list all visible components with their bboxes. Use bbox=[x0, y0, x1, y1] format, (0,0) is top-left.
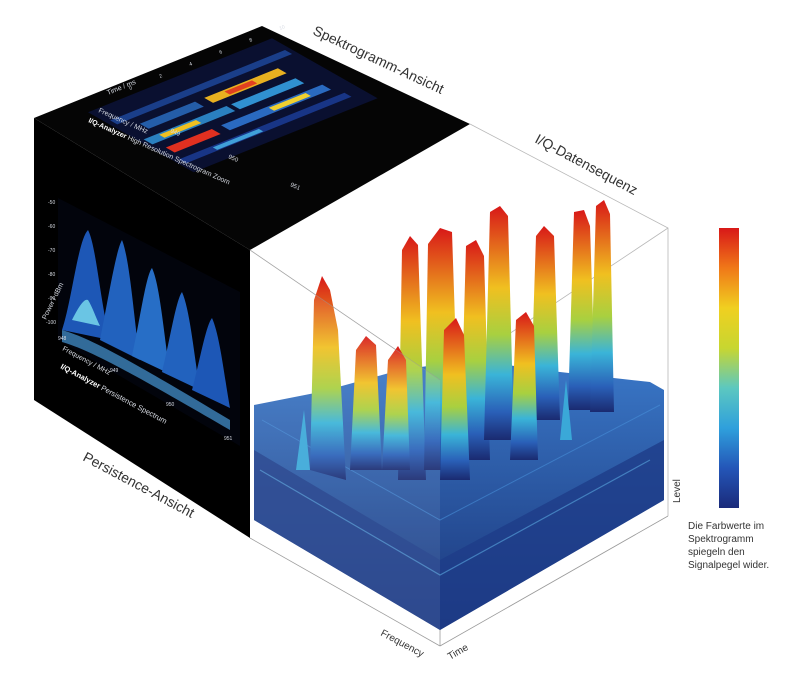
label-iq-sequence: I/Q-Datensequenz bbox=[533, 131, 641, 198]
spectrogram-x-tick: 950 bbox=[227, 154, 239, 164]
persistence-y-tick: -100 bbox=[46, 320, 56, 326]
axis-label-time: Time bbox=[446, 642, 471, 663]
persistence-y-tick: -80 bbox=[48, 272, 55, 278]
spectrogram-y-tick: 2 bbox=[159, 73, 164, 80]
spectrogram-x-tick: 951 bbox=[289, 182, 301, 192]
colorbar-caption: Die Farbwerte im Spektrogramm spiegeln d… bbox=[688, 520, 806, 572]
persistence-y-tick: -50 bbox=[48, 200, 55, 206]
level-colorbar bbox=[719, 228, 739, 508]
spectrogram-y-tick: 10 bbox=[279, 24, 287, 32]
persistence-x-tick: 949 bbox=[110, 368, 119, 374]
spectrogram-y-ticks: 0 2 4 6 8 10 bbox=[129, 24, 287, 92]
spectrogram-y-tick: 4 bbox=[189, 61, 194, 68]
persistence-x-tick: 950 bbox=[166, 402, 175, 408]
persistence-y-tick: -60 bbox=[48, 224, 55, 230]
axis-label-level: Level bbox=[672, 479, 683, 503]
persistence-face: Power / dBm Frequency / MHz I/Q-Analyzer… bbox=[34, 118, 250, 538]
spectrogram-y-tick: 0 bbox=[129, 85, 134, 92]
caption-line: Die Farbwerte im bbox=[688, 521, 765, 532]
persistence-y-tick: -70 bbox=[48, 248, 55, 254]
iq-surface-box: Level Frequency Time bbox=[249, 123, 683, 663]
spectrogram-face: Time / ms Frequency / MHz I/Q-Analyzer H… bbox=[34, 24, 470, 250]
persistence-y-tick: -90 bbox=[48, 296, 55, 302]
spectrogram-x-tick: 949 bbox=[169, 128, 181, 138]
persistence-y-ticks: -50 -60 -70 -80 -90 -100 bbox=[46, 200, 56, 326]
spectrogram-y-tick: 8 bbox=[249, 37, 254, 44]
spectrogram-y-tick: 6 bbox=[219, 49, 224, 56]
persistence-x-ticks: 948 949 950 951 bbox=[58, 336, 233, 442]
iq-surface-peaks bbox=[296, 200, 614, 480]
caption-line: Signalpegel wider. bbox=[688, 560, 770, 571]
caption-line: Spektrogramm bbox=[688, 534, 754, 545]
caption-line: spiegeln den bbox=[688, 547, 745, 558]
persistence-x-tick: 951 bbox=[224, 436, 233, 442]
spectrogram-x-ticks: 949 950 951 bbox=[169, 128, 301, 192]
persistence-x-tick: 948 bbox=[58, 336, 67, 342]
